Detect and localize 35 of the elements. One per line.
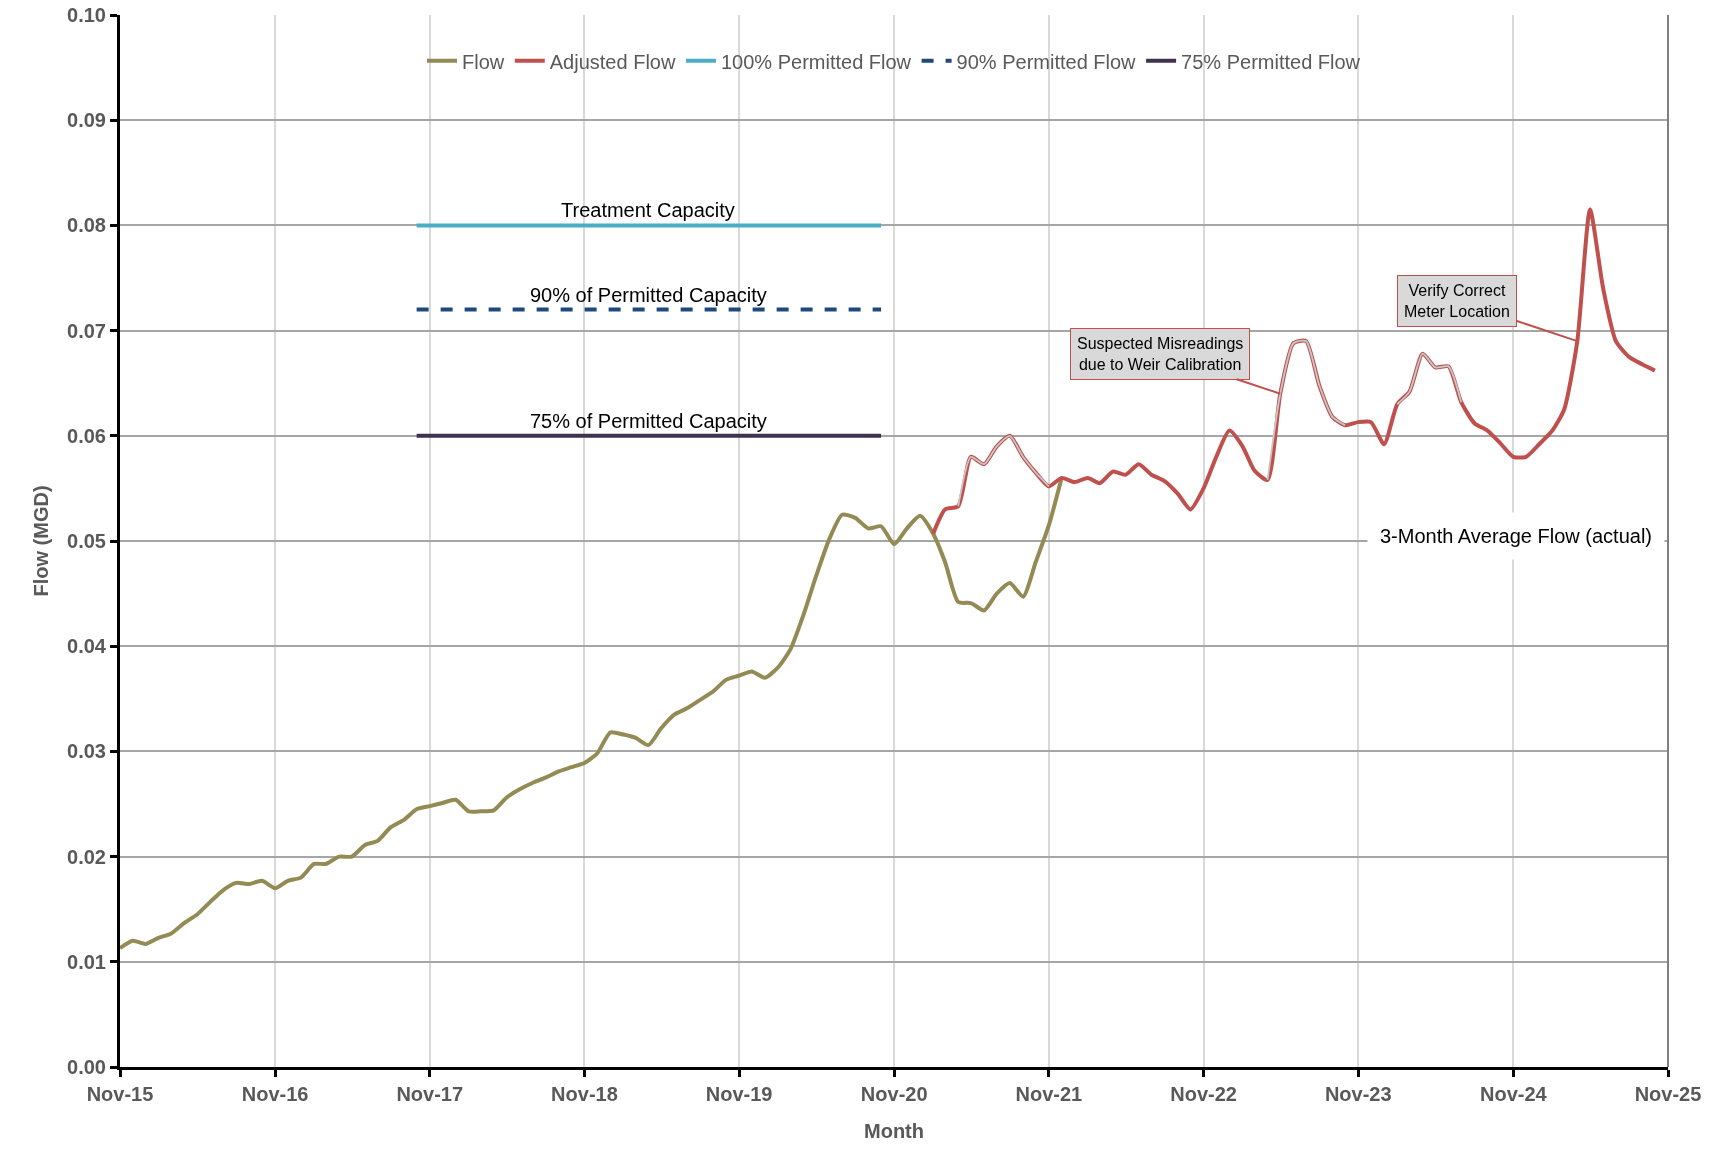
x-tick-label: Nov-17 xyxy=(396,1083,464,1105)
legend-label: 75% Permitted Flow xyxy=(1181,50,1361,73)
annotation: Verify Correct Meter Location xyxy=(1404,282,1510,320)
x-tick-label: Nov-24 xyxy=(1479,1083,1548,1105)
annotation: 90% of Permitted Capacity xyxy=(530,284,767,306)
x-tick-label: Nov-20 xyxy=(860,1083,928,1105)
y-tick-label: 0.08 xyxy=(67,214,106,237)
x-axis-title: Month xyxy=(864,1119,924,1142)
x-tick-label: Nov-15 xyxy=(86,1083,154,1105)
legend-label: 100% Permitted Flow xyxy=(720,50,912,73)
x-tick-label: Nov-21 xyxy=(1015,1083,1083,1105)
y-axis-title: Flow (MGD) xyxy=(29,485,52,597)
x-tick-label: Nov-19 xyxy=(705,1083,773,1105)
x-tick-label: Nov-22 xyxy=(1170,1083,1237,1105)
x-tick-label: Nov-18 xyxy=(551,1083,618,1105)
y-tick-label: 0.03 xyxy=(67,740,106,763)
y-tick-label: 0.06 xyxy=(67,424,106,447)
legend-label: Adjusted Flow xyxy=(549,50,676,73)
legend-label: Flow xyxy=(462,50,505,73)
y-tick-label: 0.05 xyxy=(67,530,106,552)
y-tick-label: 0.09 xyxy=(67,109,106,132)
x-tick-label: Nov-25 xyxy=(1634,1083,1702,1105)
annotation: 3-Month Average Flow (actual) xyxy=(1380,525,1652,547)
annotation: Treatment Capacity xyxy=(561,199,735,221)
y-tick-label: 0.04 xyxy=(67,635,107,658)
x-tick-label: Nov-23 xyxy=(1324,1083,1392,1105)
x-tick-label: Nov-16 xyxy=(241,1083,309,1105)
y-tick-label: 0.02 xyxy=(67,845,106,868)
legend-label: 90% Permitted Flow xyxy=(956,50,1137,73)
y-tick-label: 0.10 xyxy=(67,4,106,26)
y-tick-label: 0.00 xyxy=(67,1056,106,1078)
y-tick-label: 0.01 xyxy=(67,950,106,973)
y-tick-label: 0.07 xyxy=(67,319,106,342)
annotation: Suspected Misreadings due to Weir Calibration xyxy=(1077,335,1244,373)
annotation: 75% of Permitted Capacity xyxy=(530,410,767,432)
